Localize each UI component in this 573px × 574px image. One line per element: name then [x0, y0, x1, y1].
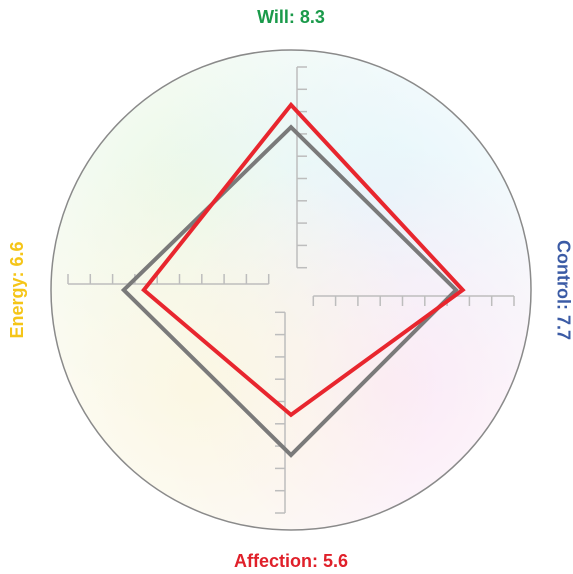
background	[50, 49, 532, 531]
series-polygon	[120, 124, 459, 458]
series-polygon	[141, 101, 466, 418]
axis-label: Control: 7.7	[553, 240, 573, 340]
axis-label: Energy: 6.6	[7, 241, 27, 338]
axis-label: Affection: 5.6	[234, 551, 348, 571]
axis-label: Will: 8.3	[257, 7, 325, 27]
